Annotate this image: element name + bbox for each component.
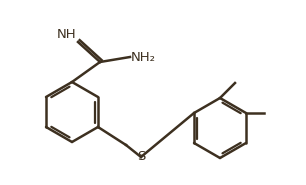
Text: NH: NH [56,28,76,41]
Text: S: S [137,151,145,164]
Text: NH₂: NH₂ [131,51,156,63]
